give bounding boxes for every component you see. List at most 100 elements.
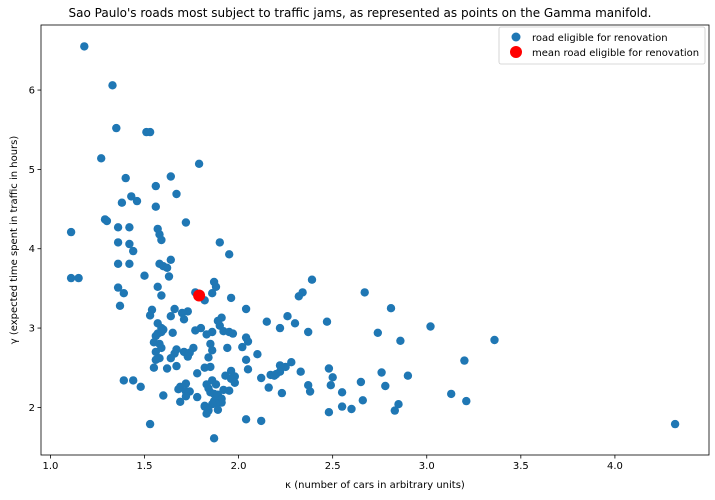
y-tick-label: 2	[29, 403, 35, 414]
data-point	[145, 419, 155, 429]
data-point	[200, 363, 209, 372]
data-point	[108, 81, 117, 90]
data-point	[356, 377, 366, 387]
y-axis-ticks: 2 3 4 5 6	[29, 86, 41, 414]
data-point	[119, 376, 128, 385]
data-point	[151, 202, 160, 211]
x-tick-label: 2.0	[231, 461, 247, 472]
data-point	[164, 272, 174, 281]
data-point	[176, 397, 185, 406]
legend-label-road: road eligible for renovation	[532, 33, 668, 44]
data-point	[125, 259, 134, 268]
y-tick-label: 6	[29, 86, 35, 97]
data-point	[166, 354, 175, 363]
data-point	[208, 346, 217, 355]
data-point	[66, 273, 76, 283]
data-point	[228, 329, 238, 338]
data-point	[206, 339, 215, 349]
chart-title: Sao Paulo's roads most subject to traffi…	[69, 6, 652, 20]
data-point	[113, 223, 123, 232]
data-point	[149, 363, 159, 372]
x-tick-label: 3.5	[513, 461, 529, 472]
data-point	[151, 347, 160, 357]
y-axis-label: γ (expected time spent in traffic in hou…	[9, 136, 20, 345]
x-tick-label: 4.0	[607, 461, 623, 472]
data-point	[166, 172, 175, 181]
data-point	[211, 380, 221, 389]
data-point	[74, 273, 83, 283]
legend-marker-mean	[510, 46, 522, 58]
data-point	[386, 304, 396, 313]
data-point	[172, 189, 181, 199]
legend-label-mean: mean road eligible for renovation	[532, 48, 699, 59]
data-point	[243, 337, 253, 346]
data-point	[181, 392, 191, 401]
data-point	[326, 381, 335, 390]
data-point	[102, 216, 112, 226]
data-point	[113, 259, 123, 268]
data-point	[179, 315, 189, 324]
data-point	[490, 335, 499, 345]
x-tick-label: 2.5	[325, 461, 341, 472]
data-point	[243, 365, 253, 374]
data-point	[125, 223, 134, 232]
data-point	[117, 198, 127, 207]
data-point	[166, 312, 175, 321]
data-point	[294, 292, 303, 301]
data-point	[328, 373, 337, 382]
data-point	[162, 364, 172, 373]
data-point	[426, 322, 435, 331]
legend-box	[498, 26, 706, 65]
data-point	[162, 263, 172, 272]
data-point	[211, 282, 221, 291]
data-point	[275, 323, 285, 333]
data-point	[287, 358, 296, 367]
data-point	[97, 154, 106, 163]
data-point	[396, 336, 405, 345]
data-point	[296, 367, 305, 376]
data-point	[112, 123, 121, 133]
data-point	[230, 378, 239, 387]
data-point	[127, 192, 136, 201]
data-point	[241, 355, 251, 364]
data-point	[223, 343, 232, 353]
data-point	[253, 350, 262, 359]
data-point	[238, 342, 247, 352]
data-point	[157, 235, 166, 245]
data-point	[204, 353, 213, 362]
data-point	[290, 319, 300, 328]
data-point	[193, 369, 202, 378]
data-point	[257, 373, 266, 383]
data-point	[129, 246, 138, 256]
data-point	[283, 312, 292, 321]
x-tick-label: 3.0	[419, 461, 435, 472]
x-axis-ticks: 1.0 1.5 2.0 2.5 3.0 3.5 4.0	[42, 455, 623, 472]
data-point	[394, 400, 403, 409]
data-point	[181, 218, 191, 227]
data-point	[145, 127, 155, 137]
data-point	[129, 376, 138, 385]
data-point	[381, 381, 390, 391]
data-point	[403, 371, 413, 380]
x-axis-label: κ (number of cars in arbitrary units)	[285, 480, 465, 491]
data-point	[194, 159, 204, 168]
data-point	[136, 382, 145, 391]
data-point	[360, 288, 369, 297]
data-point	[80, 42, 89, 51]
data-point	[113, 283, 123, 292]
x-tick-label: 1.5	[137, 461, 153, 472]
data-point	[304, 381, 313, 390]
data-point	[151, 331, 160, 341]
data-point	[305, 387, 315, 396]
data-point	[145, 311, 155, 320]
plot-frame	[40, 24, 710, 456]
data-point	[157, 291, 166, 300]
data-point	[226, 293, 236, 303]
data-point	[174, 385, 183, 394]
data-point	[168, 328, 177, 337]
y-tick-label: 4	[29, 244, 35, 255]
data-point	[304, 327, 313, 337]
data-point	[324, 408, 334, 417]
data-point	[322, 317, 332, 326]
data-point	[151, 181, 160, 191]
